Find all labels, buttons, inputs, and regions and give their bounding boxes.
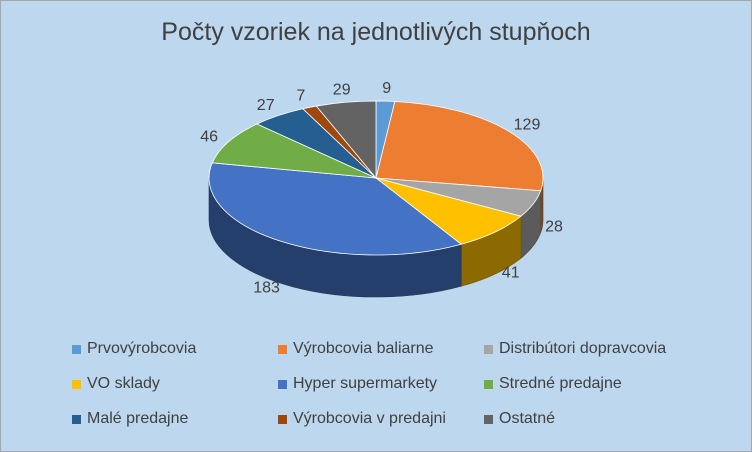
pie-top-slices: [208, 100, 544, 256]
legend-item-hyper-supermarkety: Hyper supermarkety: [278, 375, 484, 393]
legend-item-prvovyrobcovia: Prvovýrobcovia: [72, 340, 278, 358]
data-label-vo-sklady: 41: [502, 264, 520, 281]
legend-label: Ostatné: [499, 410, 556, 427]
legend-swatch: [278, 414, 287, 424]
chart-legend: Prvovýrobcovia Výrobcovia baliarne Distrib…: [72, 340, 712, 428]
legend-item-vyrobcovia-baliarne: Výrobcovia baliarne: [278, 340, 484, 358]
legend-swatch: [72, 414, 81, 424]
data-label-vyrobcovia-baliarne: 129: [514, 116, 541, 133]
pie-slice-ostatne: [315, 100, 377, 180]
legend-label: Stredné predajne: [499, 375, 622, 392]
legend-label: VO sklady: [87, 375, 160, 392]
legend-label: Prvovýrobcovia: [87, 340, 197, 357]
legend-label: Hyper supermarkety: [293, 375, 438, 392]
chart-title: Počty vzoriek na jednotlivých stupňoch: [161, 18, 591, 46]
legend-swatch: [278, 379, 287, 389]
legend-label: Distribútori dopravcovia: [499, 340, 667, 357]
legend-swatch: [278, 344, 287, 354]
legend-swatch: [484, 344, 493, 354]
pie-slice-vo-sklady: [375, 177, 522, 245]
pie-slice-hyper-supermarkety: [208, 162, 463, 256]
data-label-hyper-supermarkety: 183: [253, 280, 280, 297]
legend-item-male-predajne: Malé predajne: [72, 410, 278, 428]
data-label-male-predajne: 27: [257, 97, 275, 114]
data-label-distributori-dopravcovia: 28: [545, 218, 563, 235]
legend-swatch: [484, 379, 493, 389]
data-label-ostatne: 29: [333, 82, 351, 99]
pie-data-labels: 9 129 28 41 183 46 27 7 29: [200, 80, 563, 296]
legend-swatch: [72, 379, 81, 389]
legend-item-vyrobcovia-v-predajni: Výrobcovia v predajni: [278, 410, 484, 428]
pie-slice-stredne-predajne: [211, 123, 377, 179]
legend-swatch: [72, 344, 81, 354]
legend-item-ostatne: Ostatné: [484, 410, 712, 428]
legend-label: Malé predajne: [87, 410, 189, 427]
legend-item-distributori-dopravcovia: Distribútori dopravcovia: [484, 340, 712, 358]
legend-swatch: [484, 414, 493, 424]
data-label-stredne-predajne: 46: [200, 128, 218, 145]
pie-slice-vyrobcovia-baliarne: [375, 101, 544, 192]
legend-item-vo-sklady: VO sklady: [72, 375, 278, 393]
legend-label: Výrobcovia v predajni: [293, 410, 446, 427]
data-label-prvovyrobcovia: 9: [382, 80, 391, 97]
legend-label: Výrobcovia baliarne: [293, 340, 434, 357]
data-label-vyrobcovia-v-predajni: 7: [296, 88, 305, 105]
legend-item-stredne-predajne: Stredné predajne: [484, 375, 712, 393]
